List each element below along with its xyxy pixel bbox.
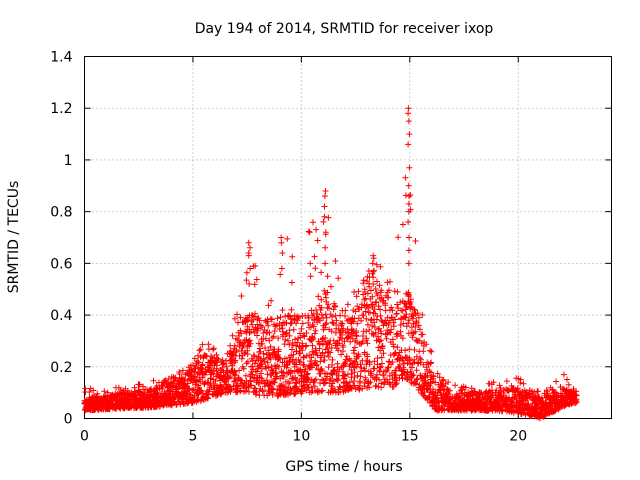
- y-tick-label: 0.2: [50, 360, 72, 376]
- y-axis-label: SRMTID / TECUs: [6, 181, 22, 294]
- chart-title: Day 194 of 2014, SRMTID for receiver ixo…: [195, 21, 494, 37]
- plot-frame: [84, 56, 612, 419]
- data-points: [81, 105, 580, 422]
- y-tick-label: 0.6: [50, 256, 72, 272]
- x-tick-label: 5: [188, 429, 197, 445]
- x-tick-label: 0: [80, 429, 89, 445]
- x-tick-label: 10: [292, 429, 310, 445]
- y-tick-label: 0: [64, 412, 73, 428]
- y-tick-label: 1.2: [50, 101, 72, 117]
- y-tick-label: 1: [64, 153, 73, 169]
- y-tick-label: 0.8: [50, 205, 72, 221]
- x-tick-label: 15: [401, 429, 419, 445]
- y-tick-label: 0.4: [50, 308, 72, 324]
- scatter-markers: [81, 105, 580, 422]
- x-axis-label: GPS time / hours: [285, 459, 402, 475]
- x-tick-label: 20: [509, 429, 527, 445]
- y-tick-label: 1.4: [50, 50, 72, 66]
- tick-layer: 0 5 10 15 20 0 0.2 0.4 0.6 0.8 1 1.2 1.4: [50, 50, 612, 445]
